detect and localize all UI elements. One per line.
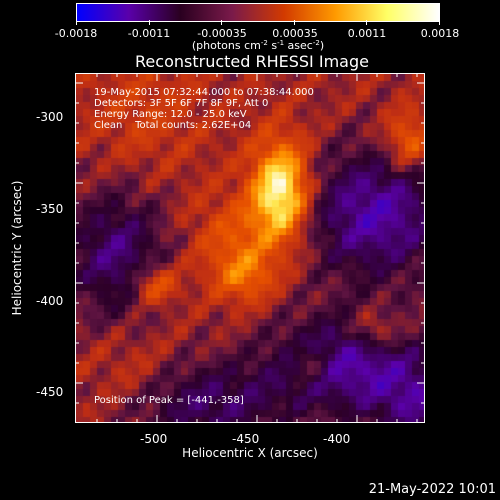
colorbar-tick-label: -0.0011 <box>127 27 171 40</box>
plot-title: Reconstructed RHESSI Image <box>135 52 369 71</box>
colorbar-tick <box>76 20 77 25</box>
y-axis-label: Heliocentric Y (arcsec) <box>10 180 24 316</box>
rhessi-image-heatmap <box>76 74 424 422</box>
y-tick-label: -450 <box>36 385 64 399</box>
image-frame: 19-May-2015 07:32:44.000 to 07:38:44.000… <box>75 73 425 423</box>
overlay-clean-counts: Clean Total counts: 2.62E+04 <box>94 120 252 131</box>
x-axis-label: Heliocentric X (arcsec) <box>182 446 318 460</box>
y-tick-label: -400 <box>36 294 64 308</box>
colorbar-tick-label: 0.0018 <box>420 27 460 40</box>
colorbar-tick <box>439 20 440 25</box>
colorbar-tick <box>366 20 368 25</box>
footer-date: 21-May-2022 10:01 <box>368 482 496 497</box>
colorbar-tick <box>148 20 150 25</box>
colorbar-units-label: (photons cm-2 s-1 asec-2) <box>191 39 325 52</box>
colorbar-tick-label: -0.00035 <box>197 27 247 40</box>
x-tick-label: -500 <box>140 432 168 446</box>
y-tick-label: -350 <box>36 202 64 216</box>
colorbar-tick-label: 0.00035 <box>272 27 318 40</box>
colorbar-tick <box>221 20 223 25</box>
x-tick-label: -450 <box>232 432 260 446</box>
overlay-detectors: Detectors: 3F 5F 6F 7F 8F 9F, Att 0 <box>94 98 269 109</box>
y-tick-label: -300 <box>36 110 64 124</box>
colorbar-tick-label: 0.0011 <box>347 27 387 40</box>
colorbar-tick-label: -0.0018 <box>54 27 98 40</box>
colorbar-tick <box>293 20 295 25</box>
x-tick-label: -400 <box>323 432 351 446</box>
overlay-time-range: 19-May-2015 07:32:44.000 to 07:38:44.000 <box>94 87 314 98</box>
overlay-peak-position: Position of Peak = [-441,-358] <box>94 395 244 406</box>
colorbar <box>76 3 440 22</box>
overlay-energy-range: Energy Range: 12.0 - 25.0 keV <box>94 109 247 120</box>
colorbar-ticks <box>76 20 440 28</box>
